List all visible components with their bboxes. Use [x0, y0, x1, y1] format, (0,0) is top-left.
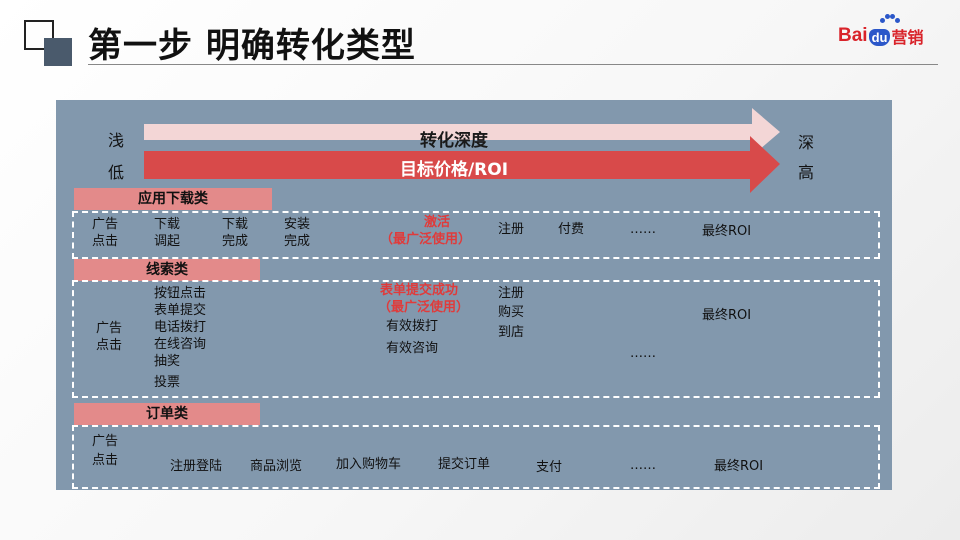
order-ad-click-2: 点击 [92, 453, 119, 468]
order-flow: 广告 点击 注册登陆 商品浏览 加入购物车 提交订单 支付 …… 最终ROI [72, 425, 880, 489]
app-activate-note: （最广泛使用） [380, 232, 472, 247]
depth-arrow-label: 转化深度 [420, 131, 488, 151]
title-decoration-fill [44, 38, 72, 66]
baidu-marketing-logo: Bai du 营销 [838, 14, 924, 48]
order-pay: 支付 [536, 460, 563, 475]
app-download-tune-2: 调起 [154, 234, 181, 249]
lead-ellipsis: …… [630, 346, 656, 361]
app-download-category: 应用下载类 [74, 188, 272, 210]
lead-action-button-click: 按钮点击 [154, 286, 207, 301]
lead-category: 线索类 [74, 259, 260, 281]
lead-valid-call: 有效拨打 [386, 319, 439, 334]
content-panel: 浅 低 深 高 转化深度 目标价格/ROI 应用下载类 广告 点击 下载 调起 … [56, 100, 892, 490]
app-ellipsis: …… [630, 222, 656, 237]
app-download-done-2: 完成 [222, 234, 249, 249]
lead-form-note: （最广泛使用） [378, 300, 470, 315]
order-ellipsis: …… [630, 458, 656, 473]
order-category: 订单类 [74, 403, 260, 425]
app-download-done-1: 下载 [222, 217, 249, 232]
roi-arrow-label: 目标价格/ROI [399, 160, 509, 180]
scale-left-bottom: 低 [108, 163, 125, 182]
depth-arrow [144, 108, 780, 156]
scale-right-bottom: 高 [798, 163, 815, 182]
lead-register: 注册 [498, 286, 525, 301]
logo-yingxiao: 营销 [891, 28, 924, 47]
lead-ad-click-2: 点击 [96, 338, 123, 353]
lead-action-phone-call: 电话拨打 [154, 320, 207, 335]
roi-arrow [144, 136, 780, 193]
app-final-roi: 最终ROI [702, 224, 752, 239]
arrow-graphics [144, 108, 780, 193]
scale-left-top: 浅 [108, 131, 125, 150]
app-ad-click-1: 广告 [92, 217, 119, 232]
lead-flow: 广告 点击 按钮点击 表单提交 电话拨打 在线咨询 抽奖 投票 表单提交成功 （… [72, 280, 880, 398]
lead-ad-click-1: 广告 [96, 321, 123, 336]
lead-form-success: 表单提交成功 [380, 283, 459, 298]
page-title: 第一步 明确转化类型 [88, 26, 416, 66]
lead-action-form-submit: 表单提交 [154, 303, 207, 318]
app-install-done-1: 安装 [284, 217, 311, 232]
app-ad-click-2: 点击 [92, 234, 119, 249]
app-activate: 激活 [424, 215, 451, 230]
app-pay: 付费 [558, 222, 585, 237]
title-decoration-outline [24, 20, 54, 50]
app-download-tune-1: 下载 [154, 217, 181, 232]
order-final-roi: 最终ROI [714, 459, 764, 474]
logo-du: du [868, 28, 891, 46]
order-register-login: 注册登陆 [170, 459, 223, 474]
scale-right-top: 深 [798, 133, 815, 152]
order-ad-click-1: 广告 [92, 434, 119, 449]
lead-action-vote: 投票 [154, 375, 181, 390]
lead-purchase: 购买 [498, 305, 525, 320]
app-download-flow: 广告 点击 下载 调起 下载 完成 安装 完成 激活 （最广泛使用） 注册 付费… [72, 211, 880, 259]
app-install-done-2: 完成 [284, 234, 311, 249]
lead-action-lottery: 抽奖 [154, 354, 181, 369]
lead-action-online-consult: 在线咨询 [154, 337, 207, 352]
lead-visit-store: 到店 [498, 325, 525, 340]
order-browse-goods: 商品浏览 [250, 459, 303, 474]
order-submit: 提交订单 [438, 457, 491, 472]
paw-icon [880, 14, 900, 24]
app-register: 注册 [498, 222, 525, 237]
lead-valid-consult: 有效咨询 [386, 341, 439, 356]
logo-bai: Bai [838, 25, 868, 46]
title-divider [88, 64, 938, 65]
order-add-to-cart: 加入购物车 [336, 457, 402, 472]
lead-final-roi: 最终ROI [702, 308, 752, 323]
